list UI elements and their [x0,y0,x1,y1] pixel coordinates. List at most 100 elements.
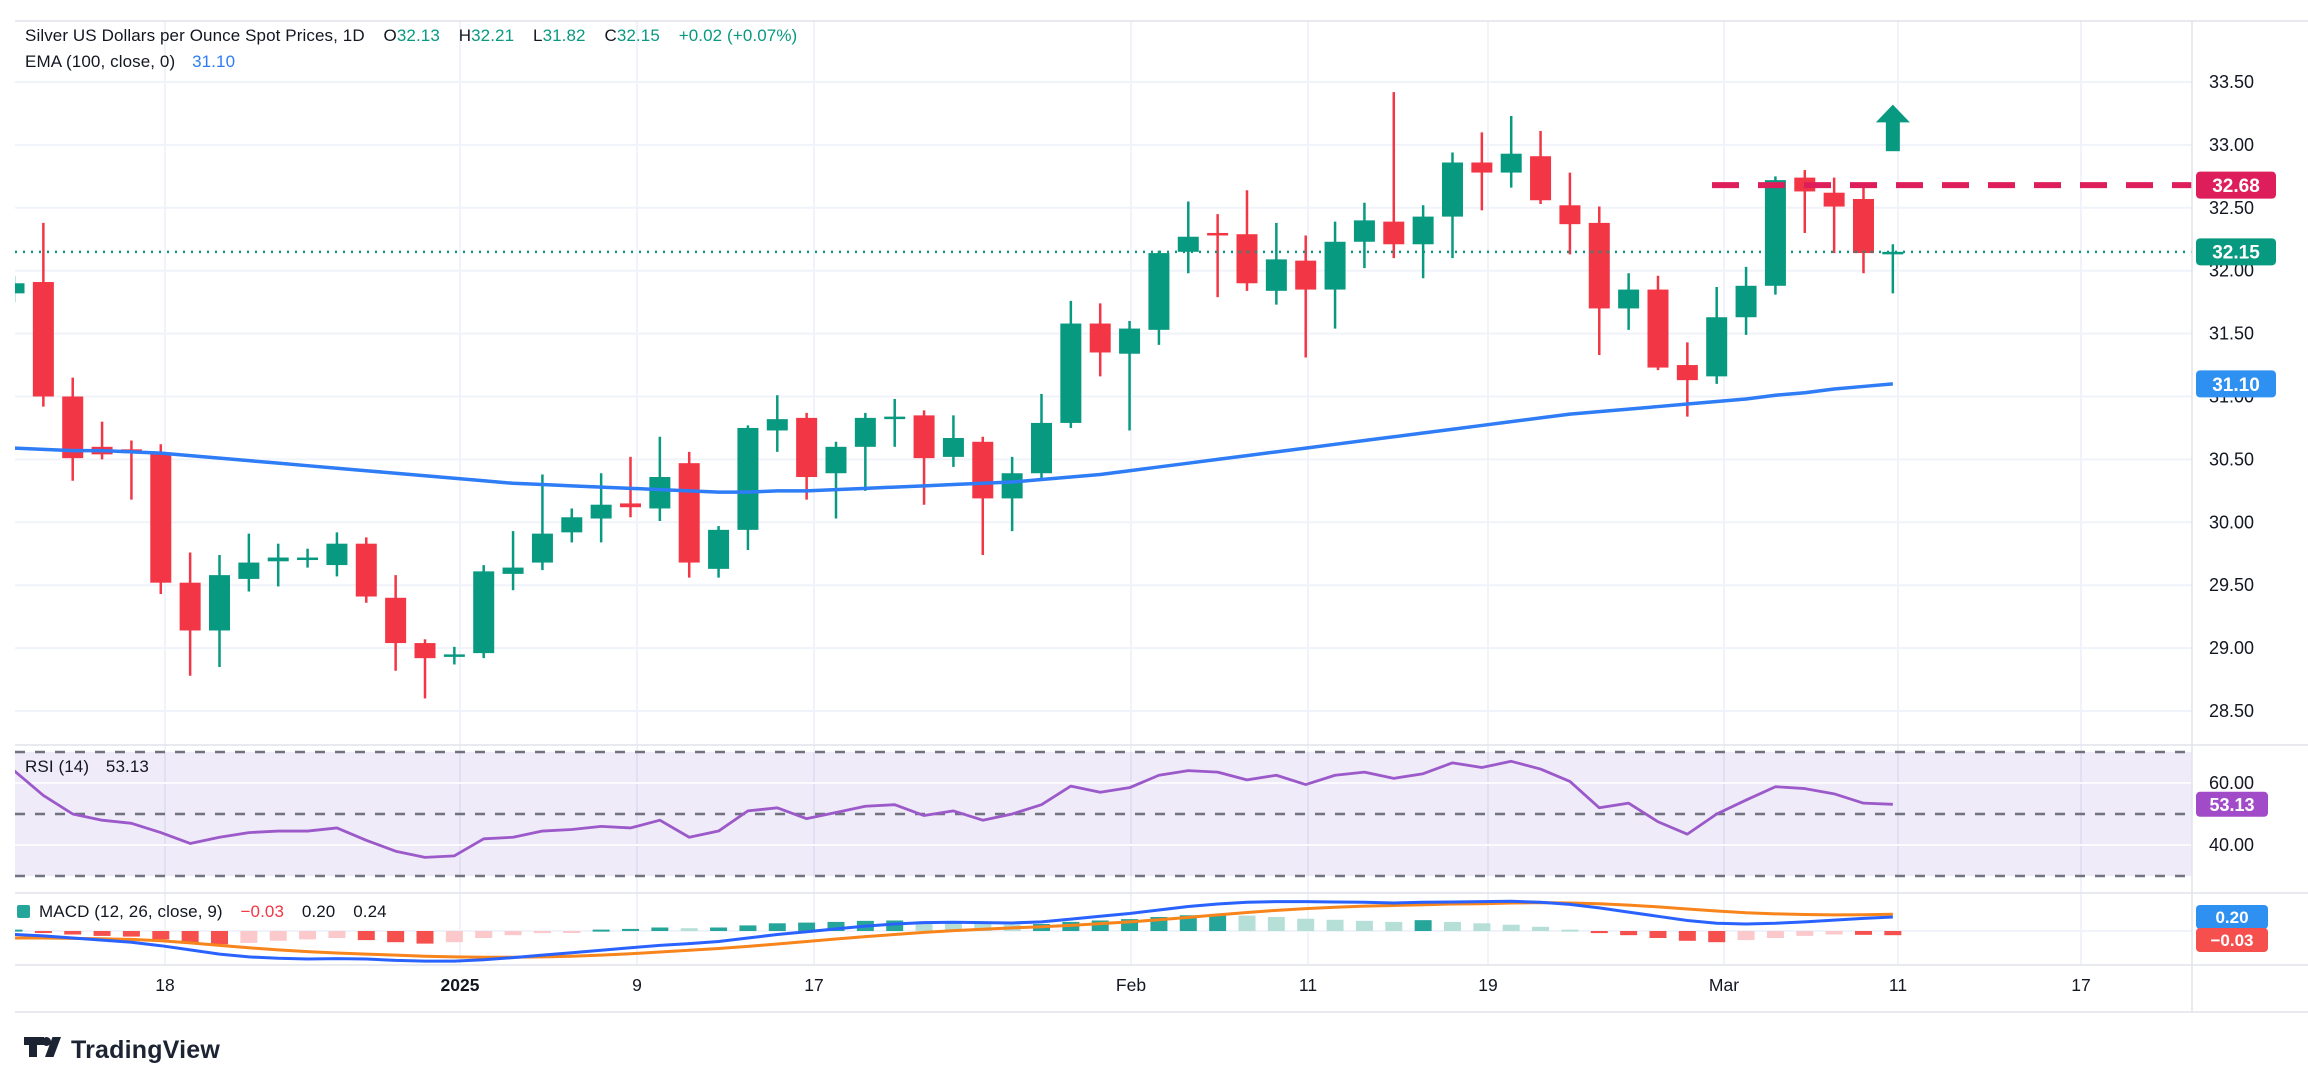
candle-body [1647,289,1669,368]
price-badge-32.68: 32.68 [2196,171,2276,199]
price-axis-tick: 28.50 [2209,701,2254,721]
macd-histogram-bar [1355,920,1373,931]
time-axis-label: 11 [1299,975,1317,995]
price-axis-tick: 31.50 [2209,324,2254,344]
rsi-pane [15,750,2192,878]
candle-body [1177,236,1199,252]
candle-body [502,567,524,574]
macd-histogram-bar [210,931,228,945]
macd-histogram-bar [93,931,111,936]
macd-histogram-bar [181,931,199,943]
macd-histogram-bar [1473,923,1491,931]
candle-up [1412,205,1434,279]
candle-body [1236,234,1258,284]
price-axis-tick: 33.50 [2209,72,2254,92]
candle-up [1001,456,1023,532]
time-axis-label: 17 [2071,975,2090,995]
candle-body [1295,260,1317,290]
up-arrow-marker [1875,104,1910,152]
up-arrow-head [1875,104,1910,123]
candle-body [1030,422,1052,474]
macd-signal-line [15,901,1893,959]
candle-down [120,440,142,500]
macd-histogram-bar [621,928,639,931]
rsi-value: 53.13 [105,757,149,776]
candle-up [531,474,553,571]
ohlc-open: O32.13 [383,26,440,45]
tradingview-logo[interactable]: TradingView [24,1036,220,1065]
ema-legend[interactable]: EMA (100, close, 0) 31.10 [25,52,235,72]
candle-up [208,555,230,667]
macd-histogram-bar [299,931,317,940]
candle-body [590,504,612,519]
symbol-title: Silver US Dollars per Ounce Spot Prices,… [25,26,365,45]
macd-histogram-bar [240,931,258,943]
rsi-legend[interactable]: RSI (14) 53.13 [25,757,149,777]
macd-line-value: 0.20 [301,902,336,921]
macd-histogram-bar [1825,931,1843,935]
candle-up [884,399,906,447]
macd-histogram-bar [1209,914,1227,931]
symbol-legend[interactable]: Silver US Dollars per Ounce Spot Prices,… [25,26,797,46]
price-badge-32.15-bg [2196,238,2276,266]
candle-body [678,463,700,563]
candle-body [1148,253,1170,330]
candle-up [1764,176,1786,295]
macd-histogram-bar [651,927,669,931]
candle-down [1794,170,1816,233]
macd-hist-value: −0.03 [240,902,285,921]
candle-body [1324,241,1346,290]
price-badge-32.68-bg [2196,171,2276,199]
macd-histogram-bar [1590,931,1608,934]
candle-body [297,557,319,561]
macd-histogram-bar [387,931,405,943]
macd-histogram-bar [122,931,140,937]
candle-body [1441,162,1463,217]
candle-up [561,508,583,543]
price-axis-tick: 33.00 [2209,135,2254,155]
macd-histogram-bar [357,931,375,941]
time-axis-label: 2025 [441,975,480,995]
candle-up [1706,287,1728,384]
candle-up [238,533,260,592]
candle-body [15,283,25,294]
candle-body [1588,222,1610,309]
candle-body [1412,216,1434,245]
candle-up [1500,115,1522,188]
macd-legend[interactable]: MACD (12, 26, close, 9) −0.03 0.20 0.24 [17,902,387,922]
time-axis[interactable]: 18 2025 9 17 Feb 11 19 Mar 11 17 [155,975,2090,995]
candle-up [443,646,465,665]
macd-histogram-bar [1649,931,1667,938]
candle-body [443,654,465,657]
candle-body [1265,259,1287,291]
candle-body [238,562,260,579]
macd-histogram-bar [915,921,933,931]
macd-histogram-bar [15,929,23,932]
candle-body [62,396,84,459]
candle-up [1618,273,1640,330]
candle-down [385,575,407,671]
candle-body [884,416,906,420]
price-pane [15,92,2192,699]
price-axis-tick: 30.50 [2209,449,2254,469]
macd-histogram-bar [64,931,82,935]
candle-down [1383,92,1405,259]
candle-up [1735,266,1757,335]
macd-histogram-bar [1708,931,1726,943]
candle-down [1823,177,1845,254]
price-axis[interactable]: 33.5033.0032.5032.0031.5031.0030.5030.00… [2196,72,2276,952]
macd-histogram-bar [1414,920,1432,931]
candle-down [150,444,172,595]
candle-down [32,222,54,407]
candle-body [1500,153,1522,173]
macd-histogram-bar [974,924,992,931]
candle-body [1706,317,1728,377]
candle-down [1295,235,1317,358]
macd-hist-badge-bg [2196,928,2268,952]
candle-body [1471,162,1493,173]
candle-up [590,473,612,543]
candle-down [1530,131,1552,205]
candle-up [1030,393,1052,479]
